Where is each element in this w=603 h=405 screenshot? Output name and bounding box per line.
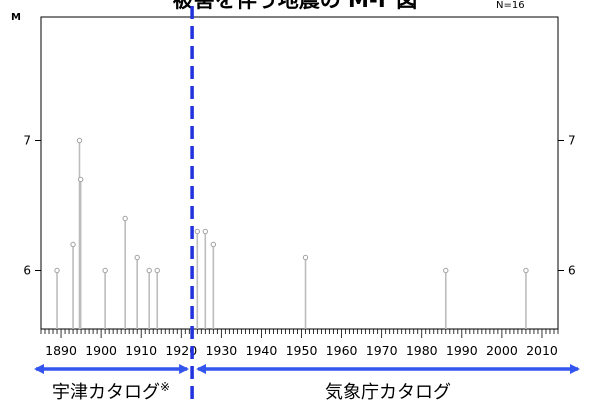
x-tick-label-1900: 1900 bbox=[85, 343, 117, 358]
x-tick-label-1950: 1950 bbox=[286, 343, 318, 358]
y-tick-label-right-7: 7 bbox=[568, 134, 576, 148]
y-tick-label-right-6: 6 bbox=[568, 264, 576, 278]
x-tick-label-1970: 1970 bbox=[366, 343, 398, 358]
stem-point-14 bbox=[523, 267, 529, 274]
x-tick-label-1910: 1910 bbox=[125, 343, 157, 358]
utsu-catalog-name: 宇津カタログ bbox=[52, 382, 160, 403]
utsu-catalog-label: 宇津カタログ※ bbox=[52, 380, 170, 403]
jma-catalog-label: 気象庁カタログ bbox=[325, 382, 451, 403]
y-axis-label: M bbox=[11, 12, 21, 23]
x-tick-label-1980: 1980 bbox=[406, 343, 438, 358]
stem-point-10 bbox=[202, 228, 209, 235]
y-ticks: 6 6 7 7 bbox=[23, 134, 575, 278]
stem-point-5 bbox=[122, 215, 128, 222]
stem-point-3 bbox=[77, 176, 84, 183]
stem-point-6 bbox=[134, 254, 140, 261]
x-tick-label-1990: 1990 bbox=[446, 343, 478, 358]
y-tick-label-left-6: 6 bbox=[23, 264, 31, 278]
stem-point-1 bbox=[70, 241, 76, 248]
stem-point-11 bbox=[210, 241, 217, 248]
utsu-catalog-note: ※ bbox=[160, 380, 170, 394]
x-tick-label-2000: 2000 bbox=[486, 343, 518, 358]
x-tick-label-1930: 1930 bbox=[205, 343, 237, 358]
x-tick-label-2010: 2010 bbox=[526, 343, 558, 358]
stem-point-12 bbox=[302, 254, 309, 261]
stem-point-0 bbox=[54, 267, 60, 274]
stem-point-9 bbox=[194, 228, 201, 235]
stem-series bbox=[54, 137, 529, 329]
x-tick-label-1960: 1960 bbox=[326, 343, 358, 358]
stem-point-4 bbox=[102, 267, 108, 274]
chart-title: 被害を伴う地震の M-T 図 bbox=[173, 0, 417, 12]
stem-point-7 bbox=[146, 267, 152, 274]
x-tick-label-1920: 1920 bbox=[165, 343, 197, 358]
x-ticks: 1890 1900 1910 1920 1930 1940 1950 1960 1970 1980… bbox=[40, 329, 559, 358]
stem-point-2 bbox=[76, 137, 83, 144]
x-tick-label-1890: 1890 bbox=[45, 343, 77, 358]
count-label: N=16 bbox=[496, 0, 525, 11]
stem-point-8 bbox=[154, 267, 160, 274]
plot-frame bbox=[40, 16, 559, 330]
y-tick-label-left-7: 7 bbox=[23, 134, 31, 148]
x-tick-label-1940: 1940 bbox=[246, 343, 278, 358]
stem-point-13 bbox=[443, 267, 449, 274]
